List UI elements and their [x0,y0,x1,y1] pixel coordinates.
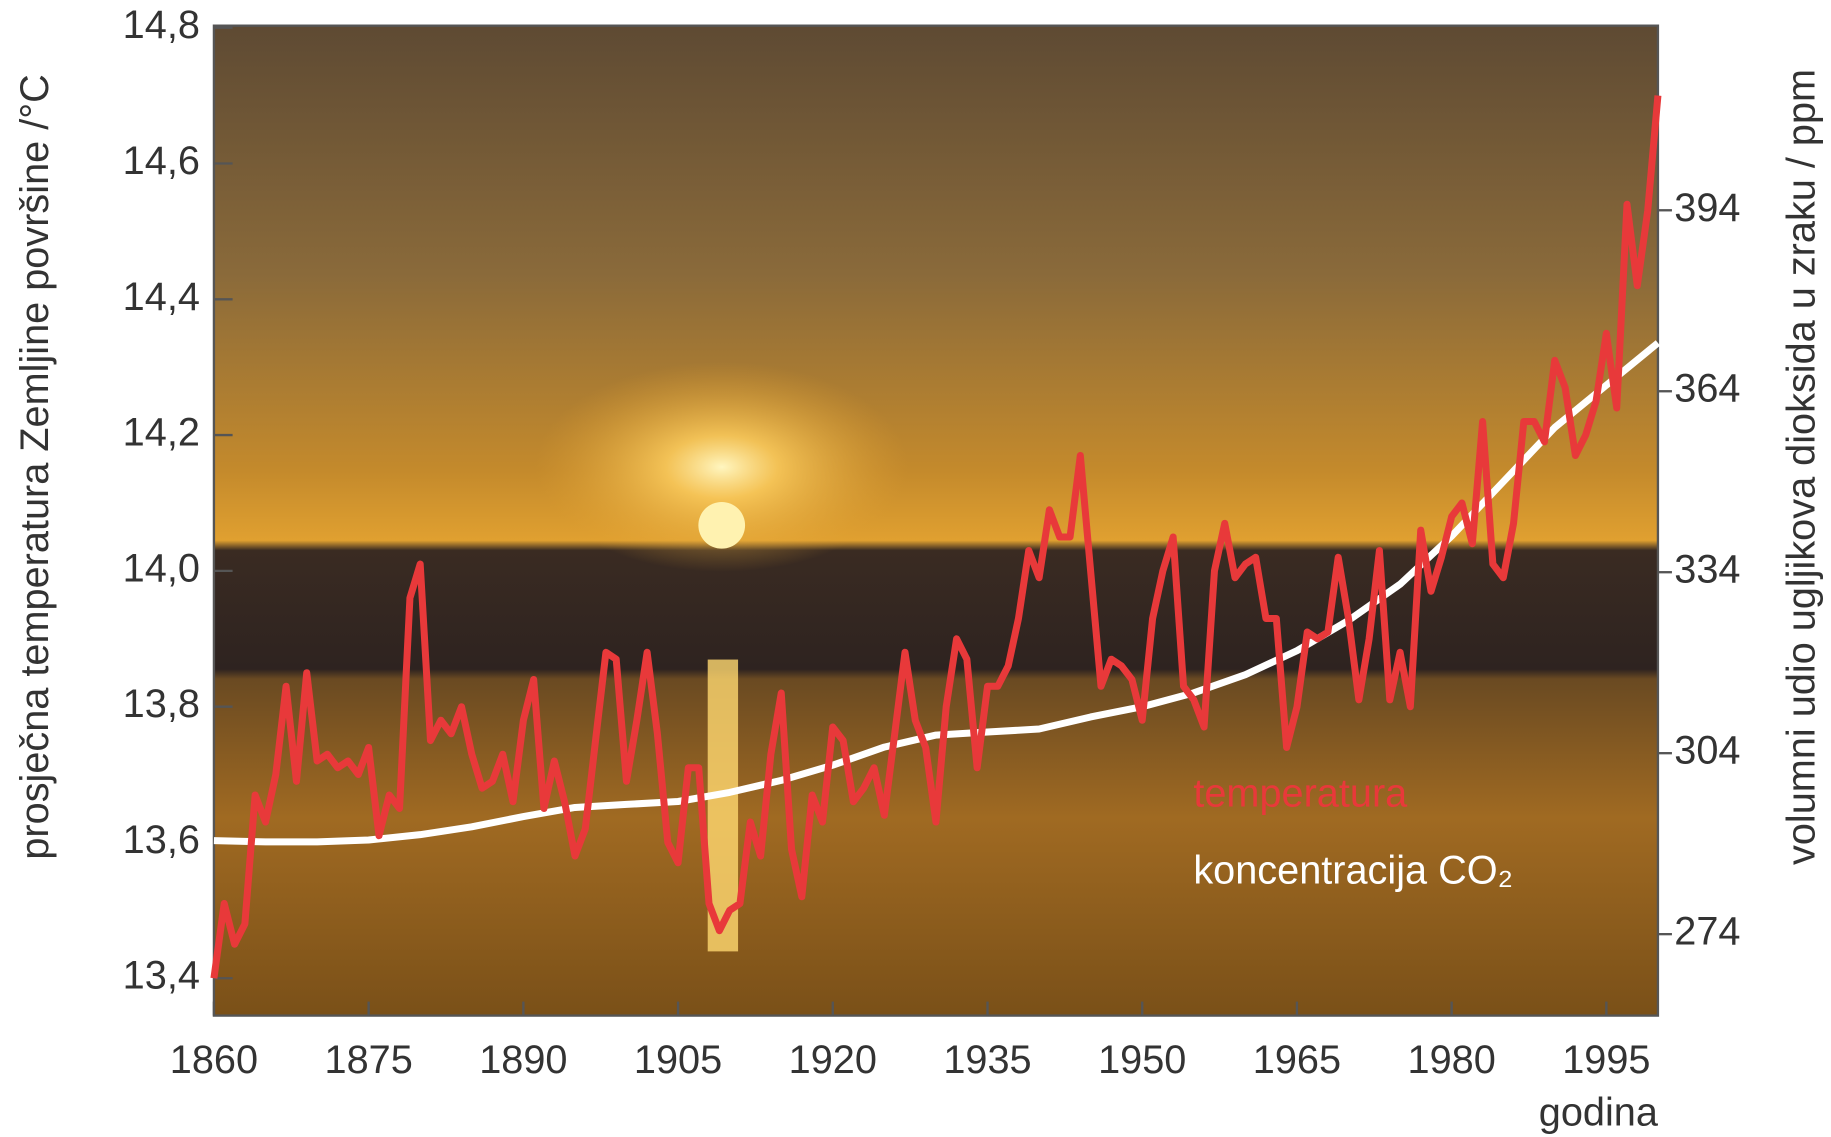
chart: godina prosječna temperatura Zemljine po… [0,0,1831,1137]
y-tick-label: 13,4 [123,954,200,998]
x-tick-label: 1980 [1408,1038,1496,1082]
y-tick-label: 14,4 [123,275,200,319]
y2-tick-label: 334 [1674,548,1740,592]
x-tick-label: 1875 [325,1038,413,1082]
x-axis-label: godina [1539,1090,1659,1134]
x-tick-label: 1950 [1098,1038,1186,1082]
y-tick-label: 14,8 [123,3,200,47]
legend-label: koncentracija CO₂ [1193,849,1513,893]
legend-label: temperatura [1193,772,1408,816]
y-tick-label: 13,8 [123,682,200,726]
y-tick-label: 14,6 [123,139,200,183]
y-tick-label: 14,2 [123,411,200,455]
x-tick-label: 1920 [789,1038,877,1082]
y2-tick-label: 394 [1674,186,1740,230]
x-tick-label: 1860 [170,1038,258,1082]
x-tick-label: 1995 [1562,1038,1650,1082]
x-tick-label: 1905 [634,1038,722,1082]
y-tick-label: 14,0 [123,546,200,590]
y2-axis-label: volumni udio ugljikova dioksida u zraku … [1779,69,1823,865]
y-tick-label: 13,6 [123,818,200,862]
y-axis-label: prosječna temperatura Zemljine površine … [13,74,57,859]
y2-tick-label: 304 [1674,729,1740,773]
x-tick-label: 1965 [1253,1038,1341,1082]
x-tick-label: 1935 [943,1038,1031,1082]
y2-tick-label: 364 [1674,367,1740,411]
x-tick-label: 1890 [479,1038,567,1082]
y2-tick-label: 274 [1674,910,1740,954]
